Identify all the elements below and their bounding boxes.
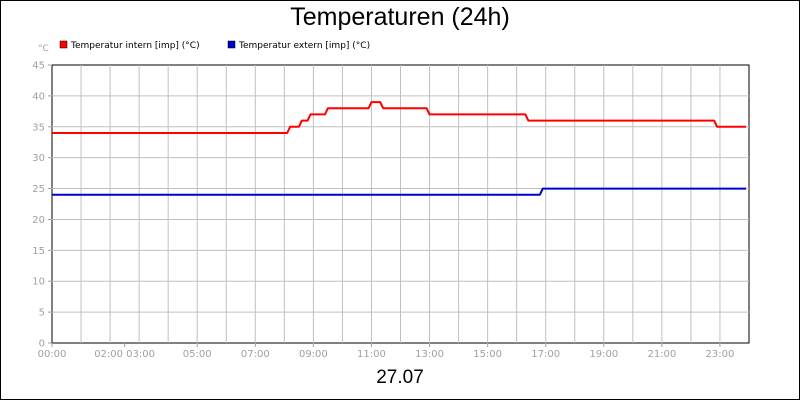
y-unit-label: °C: [38, 44, 49, 54]
legend-label-extern: Temperatur extern [imp] (°C): [238, 41, 370, 51]
series-line-extern: [52, 187, 747, 196]
legend-swatch-extern: [227, 40, 236, 49]
grid: [52, 65, 749, 343]
series-lines: [52, 101, 747, 196]
series-line-intern: [52, 101, 747, 134]
y-tick-label: 40: [32, 91, 45, 102]
x-tick-label: 15:00: [473, 349, 502, 360]
x-tick-label: 13:00: [415, 349, 444, 360]
y-tick-label: 0: [39, 339, 45, 350]
y-tick-label: 15: [32, 246, 45, 257]
x-tick-label: 09:00: [299, 349, 328, 360]
x-tick-label: 23:00: [706, 349, 735, 360]
x-tick-label: 02:00 03:00: [94, 349, 155, 360]
y-tick-label: 45: [32, 61, 45, 72]
y-tick-label: 25: [32, 184, 45, 195]
y-tick-label: 30: [32, 153, 45, 164]
legend-item-extern: Temperatur extern [imp] (°C): [227, 40, 370, 51]
x-tick-label: 17:00: [531, 349, 560, 360]
y-tick-label: 20: [32, 215, 45, 226]
legend: Temperatur intern [imp] (°C) Temperatur …: [59, 40, 370, 51]
y-tick-label: 5: [39, 308, 45, 319]
legend-label-intern: Temperatur intern [imp] (°C): [70, 41, 200, 51]
legend-swatch-intern: [59, 40, 68, 49]
x-tick-label: 05:00: [183, 349, 212, 360]
y-tick-label: 35: [32, 122, 45, 133]
axis-ticks: 0 5 10 15 20 25 30 35 40 45 00:00 02:00 03:00 05:00 0…: [32, 61, 734, 361]
x-tick-label: 11:00: [357, 349, 386, 360]
x-tick-label: 07:00: [241, 349, 270, 360]
y-tick-label: 10: [32, 277, 45, 288]
x-tick-label: 00:00: [38, 349, 67, 360]
x-axis-date-label: 27.07: [376, 367, 424, 388]
chart-title: Temperaturen (24h): [290, 3, 510, 31]
x-tick-label: 21:00: [647, 349, 676, 360]
legend-item-intern: Temperatur intern [imp] (°C): [59, 40, 200, 51]
x-tick-label: 19:00: [589, 349, 618, 360]
